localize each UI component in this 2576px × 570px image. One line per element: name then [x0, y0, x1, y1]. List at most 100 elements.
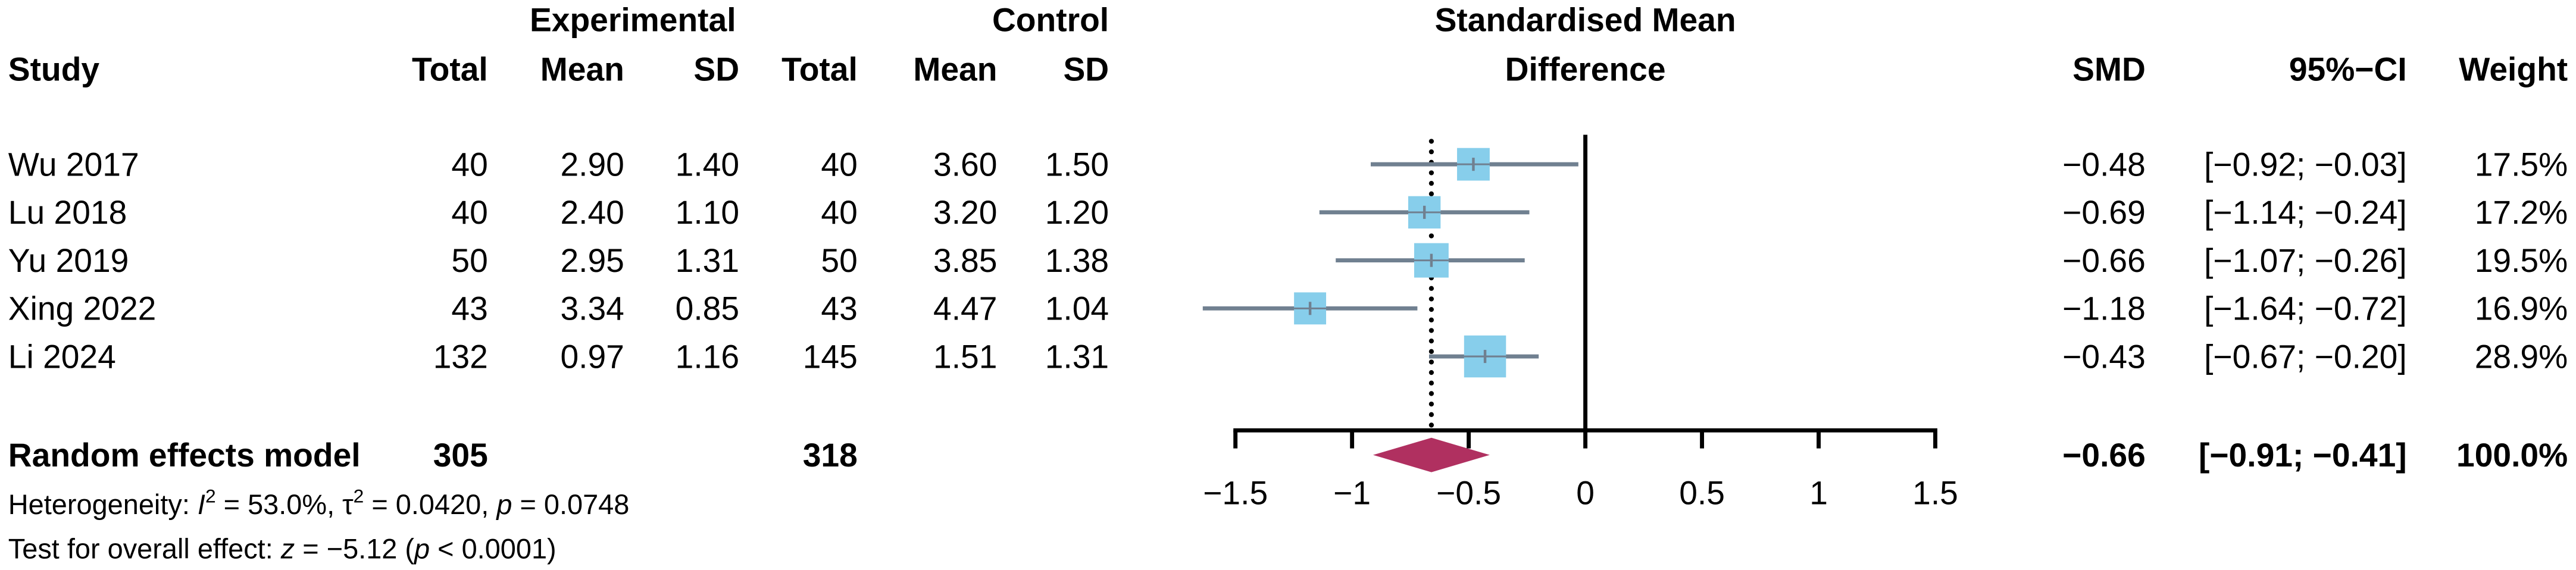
- control-sd: 1.31: [1045, 338, 1109, 375]
- control-mean: 3.60: [933, 146, 997, 183]
- confidence-interval: [−0.67; −0.20]: [2204, 338, 2407, 375]
- header-smd: SMD: [2072, 51, 2146, 87]
- confidence-interval: [−0.92; −0.03]: [2204, 146, 2407, 183]
- experimental-total: 40: [451, 194, 487, 231]
- control-total: 40: [821, 194, 857, 231]
- study-row: Xing 2022 43 3.34 0.85 43 4.47 1.04 −1.18 [−1.64…: [8, 290, 2568, 327]
- control-total: 43: [821, 290, 857, 327]
- experimental-total: 50: [451, 242, 487, 279]
- study-effect-mark: [1202, 292, 1418, 325]
- study-name: Li 2024: [8, 338, 116, 375]
- experimental-sd: 0.85: [676, 290, 739, 327]
- control-sd: 1.50: [1045, 146, 1109, 183]
- overall-p-symbol: p: [413, 534, 430, 565]
- z-symbol: z: [280, 534, 295, 565]
- weight-value: 19.5%: [2475, 242, 2568, 279]
- x-axis-tick-label: 1: [1809, 474, 1828, 511]
- control-total: 40: [821, 146, 857, 183]
- experimental-sd: 1.16: [676, 338, 739, 375]
- confidence-interval: [−1.14; −0.24]: [2204, 194, 2407, 231]
- smd-value: −0.66: [2062, 242, 2146, 279]
- smd-value: −1.18: [2062, 290, 2146, 327]
- header-control-mean: Mean: [913, 51, 997, 87]
- experimental-total: 132: [433, 338, 488, 375]
- x-axis-tick-label: −1: [1333, 474, 1371, 511]
- header-experimental-sd: SD: [693, 51, 739, 87]
- heterogeneity-p-symbol: p: [495, 489, 512, 520]
- overall-p-value: < 0.0001): [430, 534, 557, 565]
- tau-squared-exponent: 2: [354, 486, 364, 507]
- x-axis-tick-label: 1.5: [1912, 474, 1958, 511]
- header-study: Study: [8, 51, 100, 87]
- study-row: Li 2024 132 0.97 1.16 145 1.51 1.31 −0.43 [−0.67…: [8, 338, 2568, 375]
- experimental-sd: 1.31: [676, 242, 739, 279]
- control-mean: 4.47: [933, 290, 997, 327]
- study-effect-mark: [1319, 196, 1530, 229]
- study-name: Wu 2017: [8, 146, 139, 183]
- confidence-interval: [−1.64; −0.72]: [2204, 290, 2407, 327]
- x-axis-tick-label: −1.5: [1203, 474, 1268, 511]
- study-name: Lu 2018: [8, 194, 127, 231]
- pooled-experimental-total: 305: [433, 437, 488, 474]
- x-axis-tick-label: −0.5: [1436, 474, 1501, 511]
- i-squared-symbol: I: [198, 489, 205, 520]
- header-weight: Weight: [2459, 51, 2568, 87]
- experimental-mean: 2.90: [560, 146, 624, 183]
- table-rows: Wu 2017 40 2.90 1.40 40 3.60 1.50 −0.48 [−0.92; …: [8, 146, 2568, 474]
- smd-value: −0.43: [2062, 338, 2146, 375]
- control-mean: 3.20: [933, 194, 997, 231]
- study-effect-mark: [1336, 243, 1525, 278]
- weight-value: 17.5%: [2475, 146, 2568, 183]
- heterogeneity-statistics: Heterogeneity: I2 = 53.0%, τ2 = 0.0420, …: [8, 486, 630, 520]
- study-effect-mark: [1428, 335, 1539, 378]
- study-effect-mark: [1371, 148, 1578, 181]
- tau-squared-value: = 0.0420,: [364, 489, 496, 520]
- experimental-total: 43: [451, 290, 487, 327]
- x-axis: −1.5 −1 −0.5 0 0.5 1 1.5: [1203, 428, 1958, 511]
- pooled-row: Random effects model 305 318 −0.66 [−0.91; −…: [8, 437, 2568, 474]
- smd-value: −0.69: [2062, 194, 2146, 231]
- header-control-total: Total: [781, 51, 858, 87]
- i-squared-value: = 53.0%,: [216, 489, 343, 520]
- column-headers: Experimental Control Standardised Mean S…: [8, 2, 2568, 88]
- heterogeneity-label: Heterogeneity:: [8, 489, 198, 520]
- z-value: = −5.12 (: [295, 534, 414, 565]
- confidence-interval: [−1.07; −0.26]: [2204, 242, 2407, 279]
- pooled-effect-diamond: [1373, 437, 1490, 472]
- x-axis-tick-label: 0: [1576, 474, 1595, 511]
- control-group-header: Control: [992, 2, 1109, 39]
- plot-title: Standardised Mean: [1435, 2, 1736, 39]
- i-squared-exponent: 2: [205, 486, 216, 507]
- experimental-mean: 2.95: [560, 242, 624, 279]
- smd-value: −0.48: [2062, 146, 2146, 183]
- x-axis-tick-label: 0.5: [1679, 474, 1725, 511]
- experimental-mean: 2.40: [560, 194, 624, 231]
- experimental-sd: 1.10: [676, 194, 739, 231]
- header-experimental-mean: Mean: [540, 51, 624, 87]
- experimental-mean: 3.34: [560, 290, 624, 327]
- control-total: 145: [803, 338, 858, 375]
- study-name: Yu 2019: [8, 242, 129, 279]
- weight-value: 16.9%: [2475, 290, 2568, 327]
- control-total: 50: [821, 242, 857, 279]
- experimental-sd: 1.40: [676, 146, 739, 183]
- overall-effect-label: Test for overall effect:: [8, 534, 281, 565]
- tau-squared-symbol: τ: [342, 489, 354, 520]
- study-name: Xing 2022: [8, 290, 157, 327]
- experimental-group-header: Experimental: [530, 2, 736, 39]
- study-row: Yu 2019 50 2.95 1.31 50 3.85 1.38 −0.66 [−1.07; …: [8, 242, 2568, 279]
- weight-value: 17.2%: [2475, 194, 2568, 231]
- control-mean: 1.51: [933, 338, 997, 375]
- plot-subtitle: Difference: [1505, 51, 1666, 87]
- header-experimental-total: Total: [412, 51, 488, 87]
- plot-marks: [1202, 134, 1588, 472]
- control-mean: 3.85: [933, 242, 997, 279]
- pooled-confidence-interval: [−0.91; −0.41]: [2199, 437, 2407, 474]
- control-sd: 1.04: [1045, 290, 1109, 327]
- experimental-total: 40: [451, 146, 487, 183]
- study-row: Lu 2018 40 2.40 1.10 40 3.20 1.20 −0.69 [−1.14; …: [8, 194, 2568, 231]
- pooled-smd-value: −0.66: [2062, 437, 2146, 474]
- header-control-sd: SD: [1063, 51, 1109, 87]
- study-row: Wu 2017 40 2.90 1.40 40 3.60 1.50 −0.48 [−0.92; …: [8, 146, 2568, 183]
